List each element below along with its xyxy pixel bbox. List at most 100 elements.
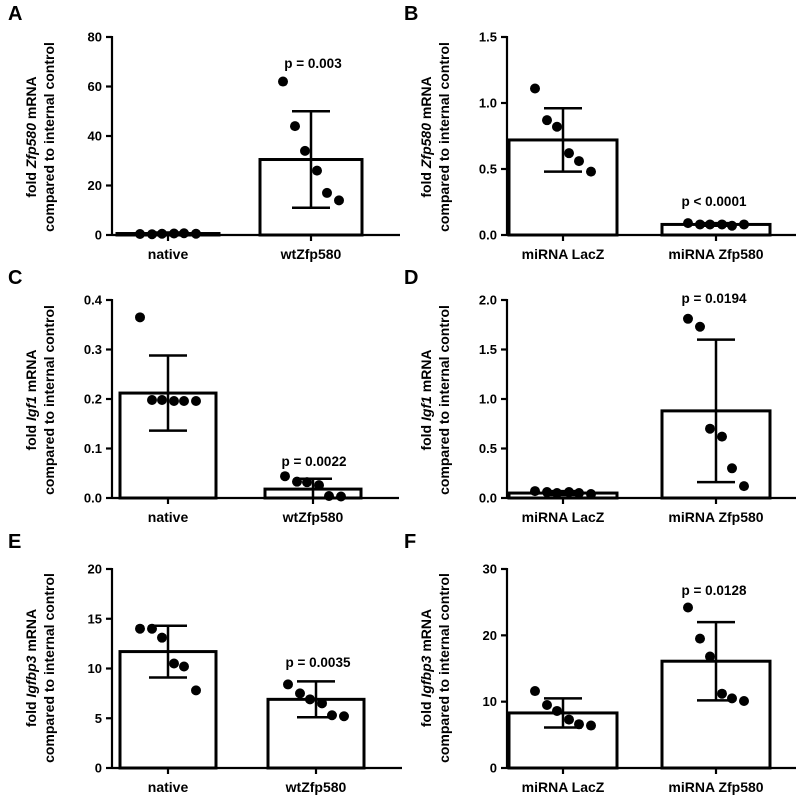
data-point xyxy=(552,488,562,499)
data-point xyxy=(739,219,749,230)
data-point xyxy=(191,395,201,406)
y-axis-label-gene: Igfbp3 xyxy=(418,655,434,697)
p-value-label: p = 0.003 xyxy=(284,56,342,71)
y-tick-label: 30 xyxy=(483,562,497,577)
y-tick-label: 0 xyxy=(95,228,102,243)
y-tick-label: 60 xyxy=(88,79,102,94)
panel-letter: C xyxy=(8,267,22,289)
panel-letter: B xyxy=(404,3,418,25)
x-category-label: native xyxy=(148,509,189,525)
data-point xyxy=(727,463,737,474)
y-tick-label: 10 xyxy=(483,694,497,709)
data-point xyxy=(157,394,167,405)
data-point xyxy=(302,477,312,488)
data-point xyxy=(564,148,574,159)
y-axis-label: fold Igf1 mRNA compared to internal contr… xyxy=(418,305,452,495)
panel-letter: E xyxy=(8,531,21,553)
x-category-label: native xyxy=(148,779,189,795)
y-axis-label-suffix: mRNA xyxy=(418,349,434,396)
x-category-label: miRNA Zfp580 xyxy=(668,246,763,262)
p-value-label: p = 0.0128 xyxy=(682,583,747,598)
data-point xyxy=(564,714,574,725)
y-axis-label-prefix: fold xyxy=(23,168,39,198)
y-tick-label: 0.5 xyxy=(479,441,497,456)
data-point xyxy=(574,719,584,730)
data-point xyxy=(322,187,332,198)
data-point xyxy=(169,228,179,239)
data-point xyxy=(586,489,596,500)
data-point xyxy=(135,229,145,240)
y-axis-label-suffix: mRNA xyxy=(23,609,39,656)
y-axis-label-gene: Igfbp3 xyxy=(23,655,39,697)
y-tick-label: 0.1 xyxy=(84,441,102,456)
data-point xyxy=(695,633,705,644)
y-tick-label: 1.5 xyxy=(479,342,497,357)
data-point xyxy=(717,219,727,230)
p-value-label: p = 0.0194 xyxy=(682,291,747,306)
y-tick-label: 1.5 xyxy=(479,30,497,45)
y-tick-label: 0.2 xyxy=(84,392,102,407)
y-axis-label-prefix: fold xyxy=(418,421,434,451)
p-value-label: p = 0.0022 xyxy=(282,454,347,469)
y-tick-label: 20 xyxy=(483,628,497,643)
x-category-label: wtZfp580 xyxy=(285,779,347,795)
data-point xyxy=(542,487,552,498)
y-axis-label-prefix: fold xyxy=(418,168,434,198)
y-tick-label: 10 xyxy=(88,661,102,676)
x-category-label: miRNA LacZ xyxy=(522,246,605,262)
data-point xyxy=(683,218,693,229)
data-point xyxy=(334,195,344,206)
data-point xyxy=(324,491,334,502)
y-axis-label-line2: compared to internal control xyxy=(436,305,452,495)
x-category-label: miRNA LacZ xyxy=(522,779,605,795)
data-point xyxy=(317,698,327,709)
data-point xyxy=(179,661,189,672)
data-point xyxy=(542,115,552,126)
data-point xyxy=(278,76,288,87)
data-point xyxy=(300,145,310,156)
y-axis-label-line2: compared to internal control xyxy=(436,573,452,763)
y-axis-label-prefix: fold xyxy=(23,698,39,728)
y-tick-label: 1.0 xyxy=(479,392,497,407)
data-point xyxy=(283,679,293,690)
y-tick-label: 0.4 xyxy=(84,293,103,308)
data-point xyxy=(157,632,167,643)
y-axis-label-line2: compared to internal control xyxy=(436,42,452,232)
data-point xyxy=(695,219,705,230)
data-point xyxy=(705,219,715,230)
data-point xyxy=(683,313,693,324)
data-point xyxy=(147,229,157,240)
y-tick-label: 1.0 xyxy=(479,96,497,111)
data-point xyxy=(542,699,552,710)
y-tick-label: 0.0 xyxy=(84,491,102,506)
data-point xyxy=(280,471,290,482)
data-point xyxy=(717,688,727,699)
y-tick-label: 0 xyxy=(95,761,102,776)
data-point xyxy=(574,156,584,167)
x-category-label: miRNA LacZ xyxy=(522,509,605,525)
data-point xyxy=(336,491,346,502)
data-point xyxy=(292,476,302,487)
y-tick-label: 0.0 xyxy=(479,228,497,243)
y-axis-label-line1: fold Igf1 mRNA xyxy=(23,349,39,450)
data-point xyxy=(586,720,596,731)
p-value-label: p < 0.0001 xyxy=(682,194,747,209)
data-point xyxy=(157,228,167,239)
y-tick-label: 15 xyxy=(88,611,102,626)
data-point xyxy=(564,487,574,498)
data-point xyxy=(727,693,737,704)
y-axis-label-suffix: mRNA xyxy=(23,349,39,396)
data-point xyxy=(705,651,715,662)
y-axis-label-prefix: fold xyxy=(418,698,434,728)
data-point xyxy=(314,480,324,491)
y-axis-label-suffix: mRNA xyxy=(23,76,39,123)
data-point xyxy=(739,696,749,707)
data-point xyxy=(147,394,157,405)
y-axis-label-line2: compared to internal control xyxy=(41,573,57,763)
data-point xyxy=(179,395,189,406)
y-axis-label-line1: fold Igfbp3 mRNA xyxy=(418,609,434,727)
data-point xyxy=(727,220,737,231)
